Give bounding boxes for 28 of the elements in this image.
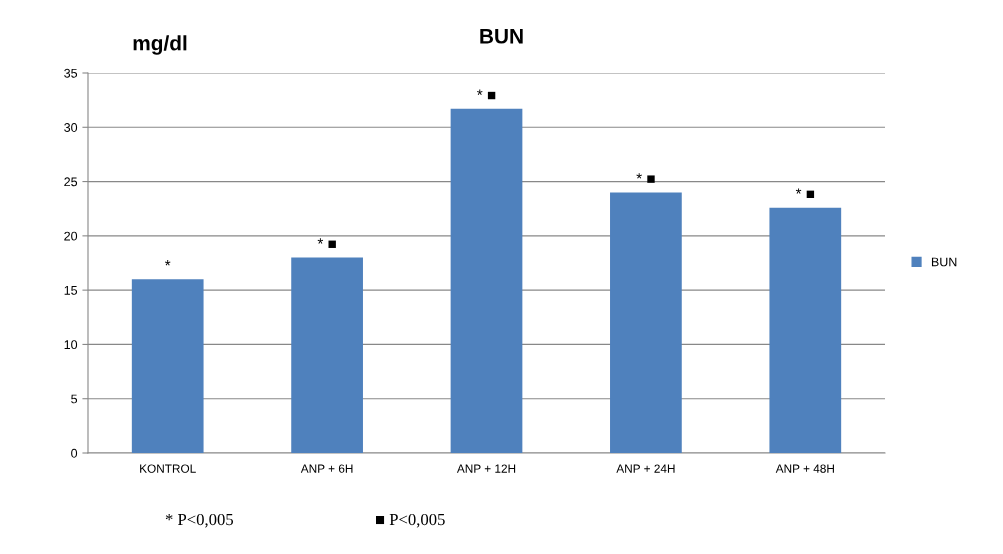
annotation: * ■: [317, 238, 336, 248]
text: * P<0,005: [165, 513, 234, 528]
bar: [131, 279, 204, 453]
bar: [291, 257, 363, 453]
annotation: * ■: [477, 89, 496, 100]
annotation: * ■: [795, 188, 815, 199]
y-tick-label: 35: [64, 68, 78, 78]
y-tick-label: 30: [64, 123, 78, 132]
x-tick-label: ANP + 6H: [300, 464, 353, 473]
bar: [450, 108, 523, 453]
y-tick-label: 15: [64, 286, 78, 295]
x-tick-label: KONTROL: [140, 464, 196, 473]
y-tick-label: 5: [71, 394, 78, 404]
legend-label: BUN: [931, 257, 957, 267]
y-tick-label: 0: [71, 448, 78, 458]
text: ■ P<0,005: [376, 513, 445, 528]
chart-title: BUN: [480, 29, 523, 44]
y-axis-title: mg/dl: [133, 35, 187, 55]
bar: [769, 207, 842, 453]
x-tick-label: ANP + 12H: [456, 464, 516, 473]
x-tick-label: ANP + 48H: [775, 464, 834, 473]
y-tick-label: 20: [64, 231, 78, 241]
annotation: *: [164, 260, 171, 266]
bar: [610, 192, 682, 453]
annotation: * ■: [636, 173, 655, 183]
y-tick-label: 25: [64, 177, 78, 187]
x-tick-label: ANP + 24H: [616, 464, 675, 473]
y-tick-label: 10: [64, 340, 78, 350]
